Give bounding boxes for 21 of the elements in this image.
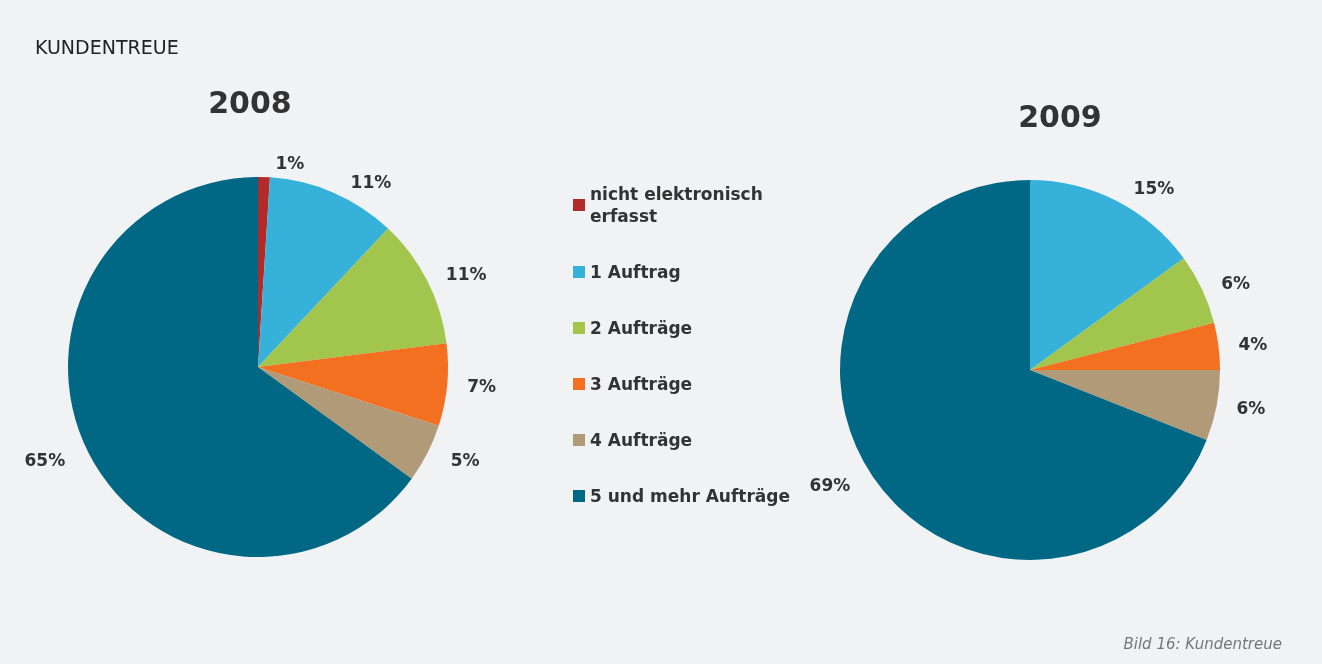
slice-label: 2009 [1018,98,1102,134]
data-label: 6% [1221,273,1251,294]
legend-label: 3 Aufträge [590,374,693,394]
legend-label: 4 Aufträge [590,430,693,450]
legend-label: nicht elektronisch erfasst [590,184,769,226]
chart-title: KUNDENTREUE [35,35,179,58]
data-label: 7% [467,376,497,397]
data-label: 69% [809,474,851,495]
data-label: 5% [450,449,480,470]
data-label: 6% [1236,398,1266,419]
data-label: 65% [24,449,66,470]
data-label: 4% [1238,334,1268,355]
data-label: 11% [445,264,487,285]
data-label: 15% [1133,178,1175,199]
legend-label: 1 Auftrag [590,262,681,282]
slice-label: 2008 [208,84,292,120]
data-label: 11% [350,172,392,193]
legend-label: 5 und mehr Aufträge [590,486,791,506]
data-label: 1% [275,153,305,174]
legend-label: 2 Aufträge [590,318,693,338]
text: Bild 16: Kundentreue [1123,634,1283,653]
